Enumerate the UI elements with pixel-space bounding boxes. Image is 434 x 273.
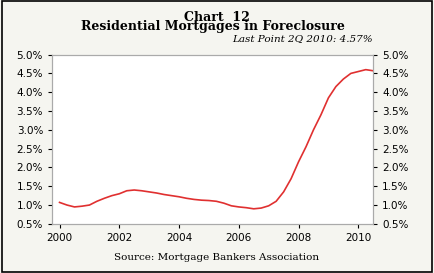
Text: Source: Mortgage Bankers Association: Source: Mortgage Bankers Association [115, 253, 319, 262]
Text: Last Point 2Q 2010: 4.57%: Last Point 2Q 2010: 4.57% [233, 34, 373, 43]
Text: Chart  12: Chart 12 [184, 11, 250, 24]
Title: Residential Mortgages in Foreclosure: Residential Mortgages in Foreclosure [81, 20, 345, 32]
